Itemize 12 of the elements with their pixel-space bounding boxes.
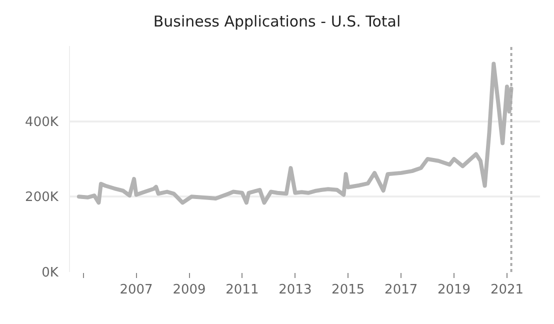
x-tick-label: 2013 — [278, 282, 312, 298]
x-tick-label: 2011 — [226, 282, 259, 298]
x-tick-label: 2015 — [332, 282, 365, 298]
y-tick-label: 0K — [42, 266, 59, 281]
y-tick-label: 400K — [25, 114, 59, 130]
x-tick-label: 2019 — [437, 282, 471, 298]
y-tick-label: 200K — [25, 190, 59, 206]
x-tick-label: 2007 — [120, 282, 153, 298]
x-tick-label: 2009 — [172, 282, 206, 298]
x-tick-label: 2021 — [490, 282, 524, 298]
x-tick-label: 2017 — [384, 282, 418, 298]
chart-title: Business Applications - U.S. Total — [153, 12, 401, 31]
